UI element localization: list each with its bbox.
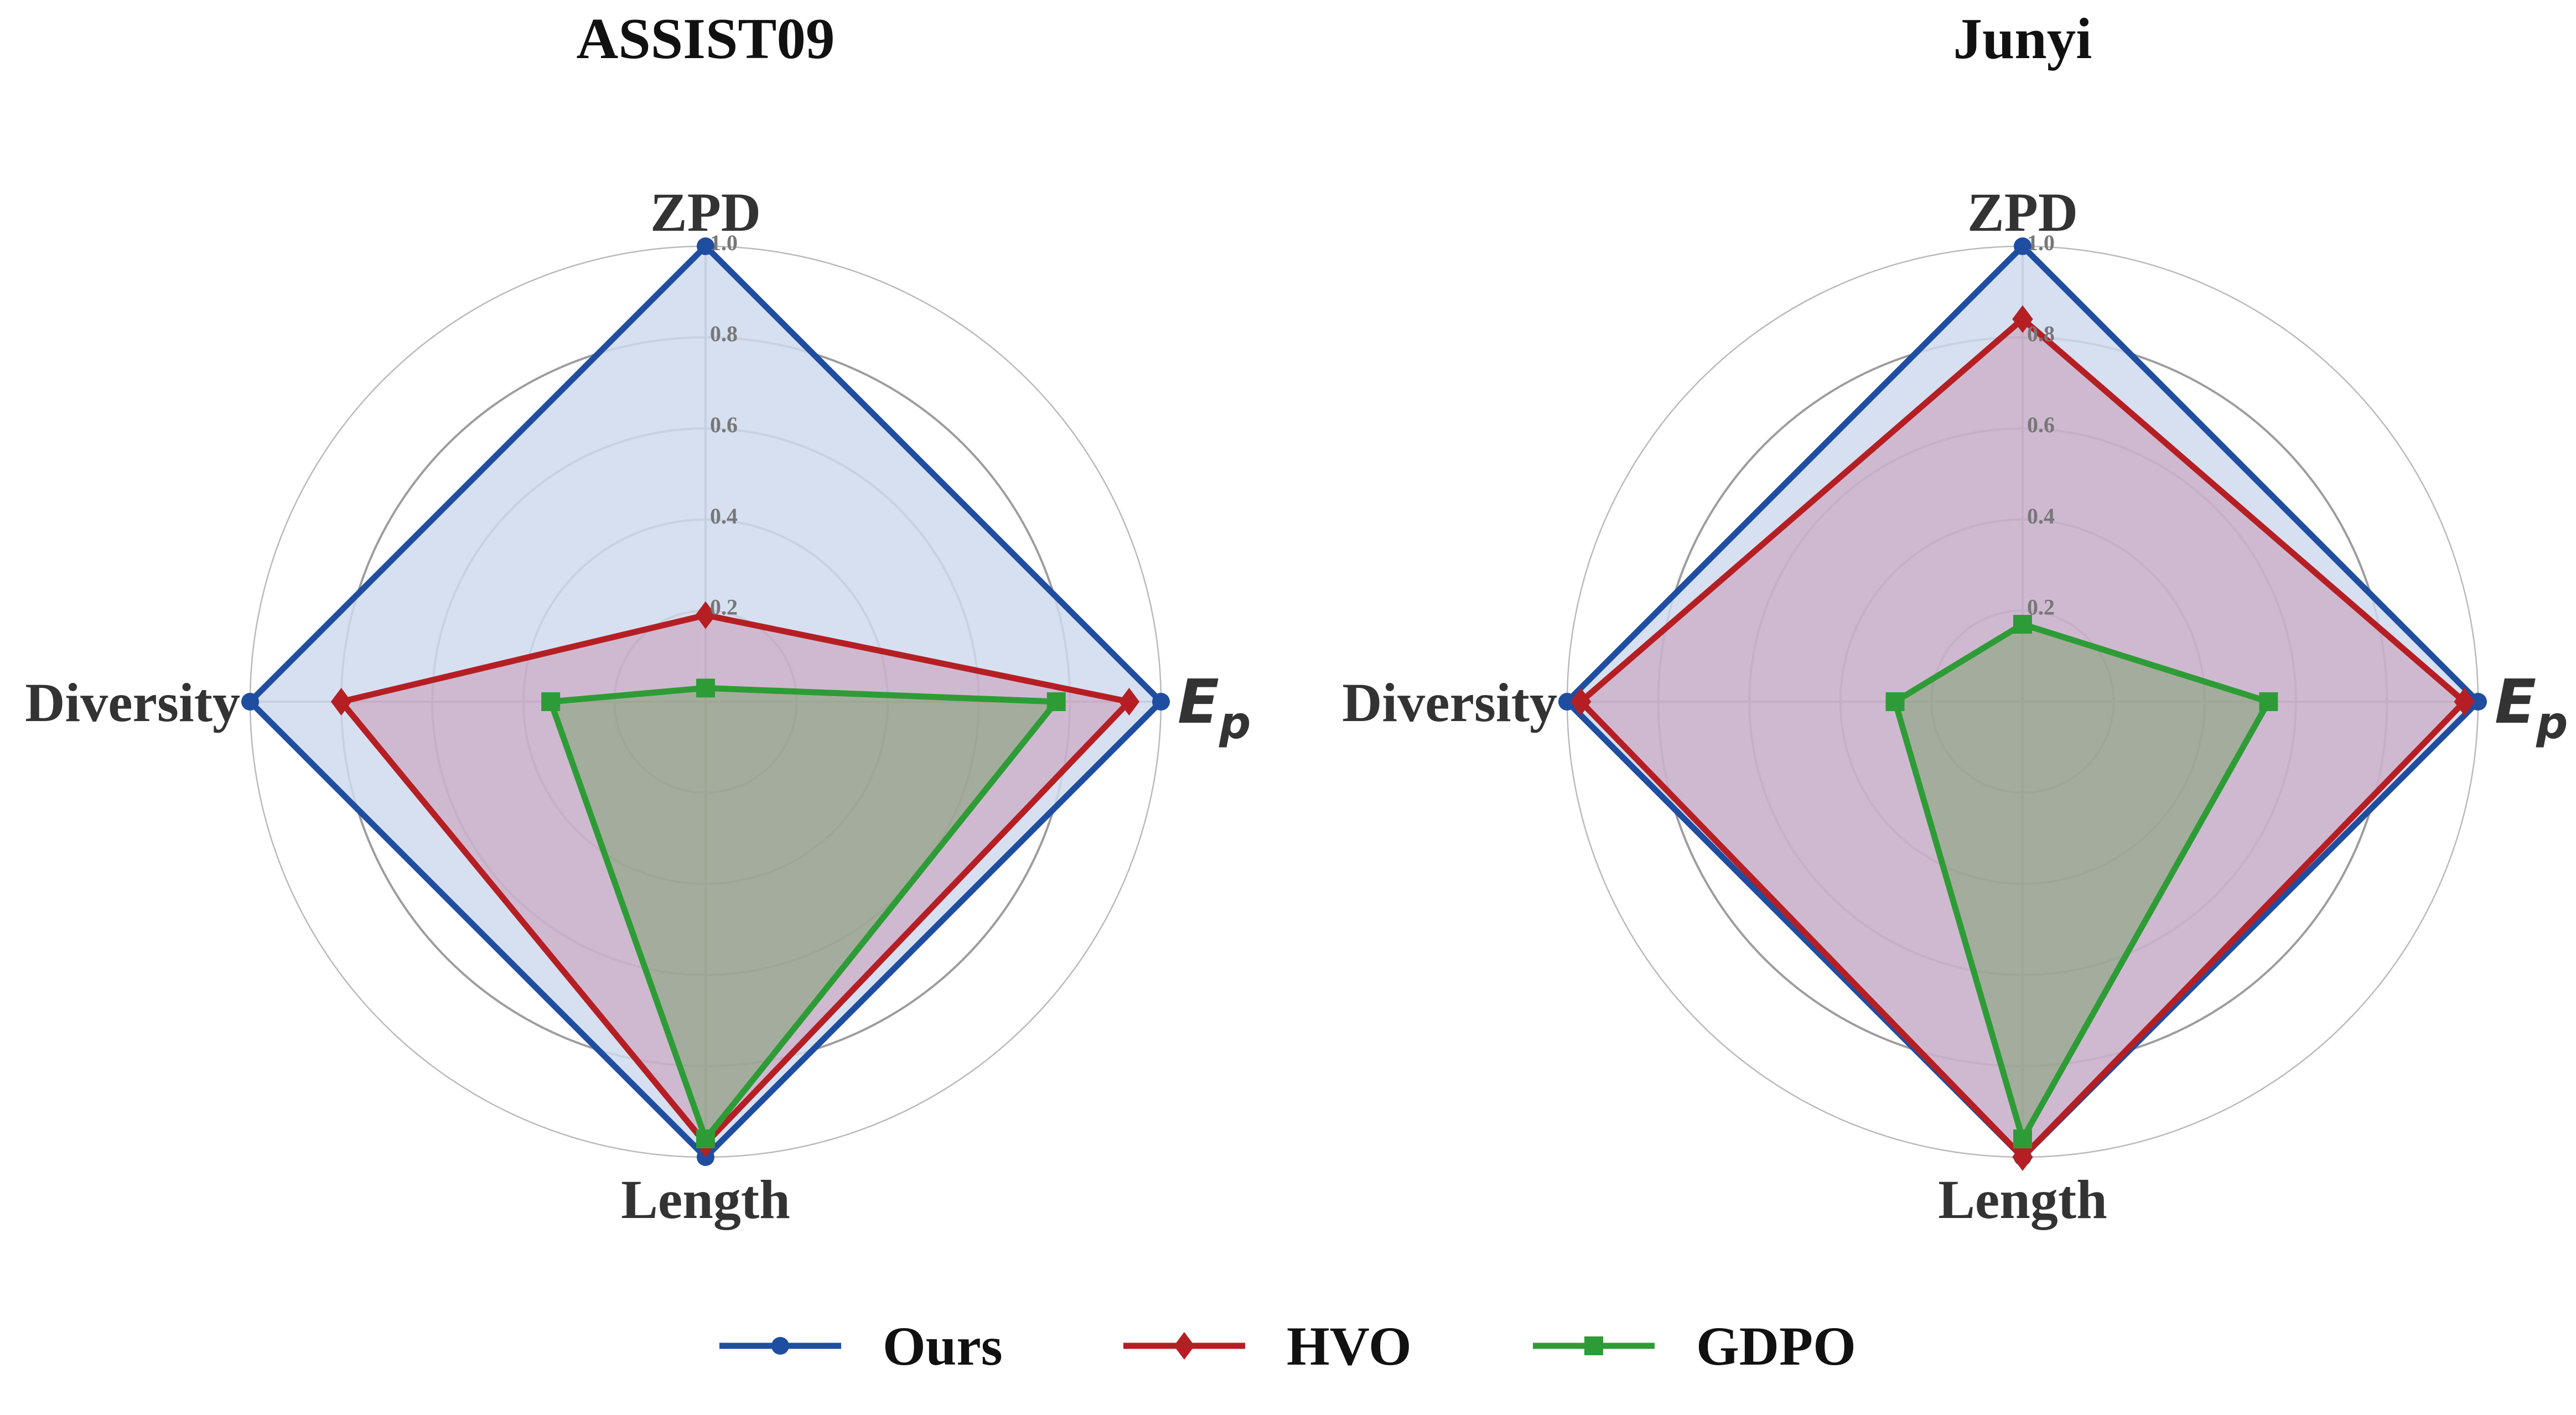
legend: Ours HVO GDPO (719, 1315, 1856, 1377)
radial-tick-label: 0.4 (710, 504, 738, 528)
axis-label-ep: Ep (2495, 666, 2568, 749)
data-point-ours-diversity (1558, 693, 1576, 711)
data-point-gdpo-diversity (541, 692, 561, 711)
radial-tick-label: 0.2 (2027, 594, 2055, 619)
series-hvo (1570, 305, 2475, 1171)
data-point-ours-ep (1152, 693, 1170, 711)
data-point-gdpo-zpd (696, 678, 715, 698)
data-point-ours-diversity (241, 693, 259, 711)
radial-tick-label: 0.6 (710, 412, 738, 437)
axis-label-ep: Ep (1178, 666, 1251, 749)
series-lines (1558, 237, 2487, 1171)
axis-label-length: Length (621, 1169, 790, 1230)
radial-tick-label: 0.8 (710, 322, 738, 346)
chart-title: Junyi (1953, 6, 2092, 71)
data-point-hvo-zpd (2012, 305, 2033, 333)
series-gdpo (541, 678, 1066, 1149)
axis-label-zpd: ZPD (650, 182, 761, 243)
data-point-gdpo-diversity (1885, 692, 1905, 711)
axis-labels: ZPD Ep Length Diversity (1342, 182, 2568, 1230)
data-point-hvo-ep (1118, 688, 1140, 716)
radial-tick-labels: 0.2 0.4 0.6 0.8 1.0 (710, 230, 738, 619)
data-point-gdpo-ep (2259, 692, 2278, 711)
axis-label-zpd: ZPD (1967, 182, 2078, 243)
data-point-ours-zpd (2014, 237, 2031, 255)
series-area-hvo (341, 615, 1129, 1144)
legend-item-hvo: HVO (1123, 1315, 1412, 1377)
radial-tick-label: 0.6 (2027, 412, 2055, 437)
chart-title: ASSIST09 (577, 6, 835, 71)
data-point-hvo-zpd (695, 601, 716, 629)
axis-label-diversity: Diversity (1342, 672, 1557, 733)
series-lines (241, 237, 1170, 1166)
series-area-hvo (1580, 319, 2465, 1158)
data-point-hvo-diversity (1570, 688, 1592, 716)
axis-label-length: Length (1938, 1169, 2107, 1230)
radial-tick-labels: 0.2 0.4 0.6 0.8 1.0 (2027, 230, 2055, 619)
axis-labels: ZPD Ep Length Diversity (25, 182, 1251, 1230)
legend-marker (1584, 1336, 1603, 1355)
data-point-hvo-ep (2454, 688, 2475, 716)
axis-label-diversity: Diversity (25, 672, 240, 733)
radial-tick-label: 0.2 (710, 594, 738, 619)
legend-item-gdpo: GDPO (1533, 1315, 1856, 1377)
radial-tick-label: 0.4 (2027, 504, 2055, 528)
radial-tick-label: 0.8 (2027, 322, 2055, 346)
legend-label: HVO (1287, 1315, 1412, 1377)
series-gdpo (1885, 615, 2278, 1149)
legend-label: GDPO (1696, 1315, 1856, 1377)
series-area-gdpo (1895, 624, 2269, 1139)
legend-item-ours: Ours (719, 1315, 1003, 1377)
data-point-gdpo-length (696, 1129, 715, 1149)
series-fills (1567, 246, 2478, 1158)
data-point-ours-ep (2469, 693, 2487, 711)
legend-marker (1174, 1332, 1195, 1360)
data-point-ours-zpd (697, 237, 714, 255)
radar-chart-junyi: 0.2 0.4 0.6 0.8 1.0 ZPD Ep Length Diversity Jun… (1342, 6, 2568, 1230)
legend-label: Ours (883, 1315, 1003, 1377)
data-point-hvo-diversity (330, 688, 352, 716)
data-point-hvo-length (2012, 1143, 2033, 1171)
data-point-gdpo-ep (1046, 692, 1066, 711)
radial-tick-label: 1.0 (2027, 230, 2055, 255)
series-area-gdpo (551, 688, 1056, 1139)
data-point-gdpo-length (2013, 1129, 2032, 1149)
radar-chart-assist09: 0.2 0.4 0.6 0.8 1.0 ZPD Ep Length Diversity ASS… (25, 6, 1251, 1230)
legend-marker (771, 1337, 789, 1355)
radial-tick-label: 1.0 (710, 230, 738, 255)
data-point-gdpo-zpd (2013, 615, 2032, 634)
